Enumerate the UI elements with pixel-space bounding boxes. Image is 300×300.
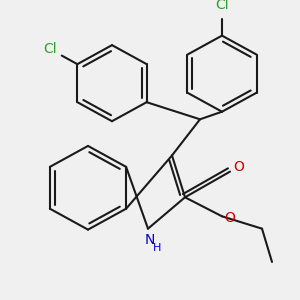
Text: Cl: Cl	[215, 0, 229, 12]
Text: Cl: Cl	[43, 42, 56, 56]
Text: O: O	[234, 160, 244, 174]
Text: O: O	[225, 211, 236, 225]
Text: N: N	[145, 233, 155, 247]
Text: H: H	[153, 243, 161, 253]
